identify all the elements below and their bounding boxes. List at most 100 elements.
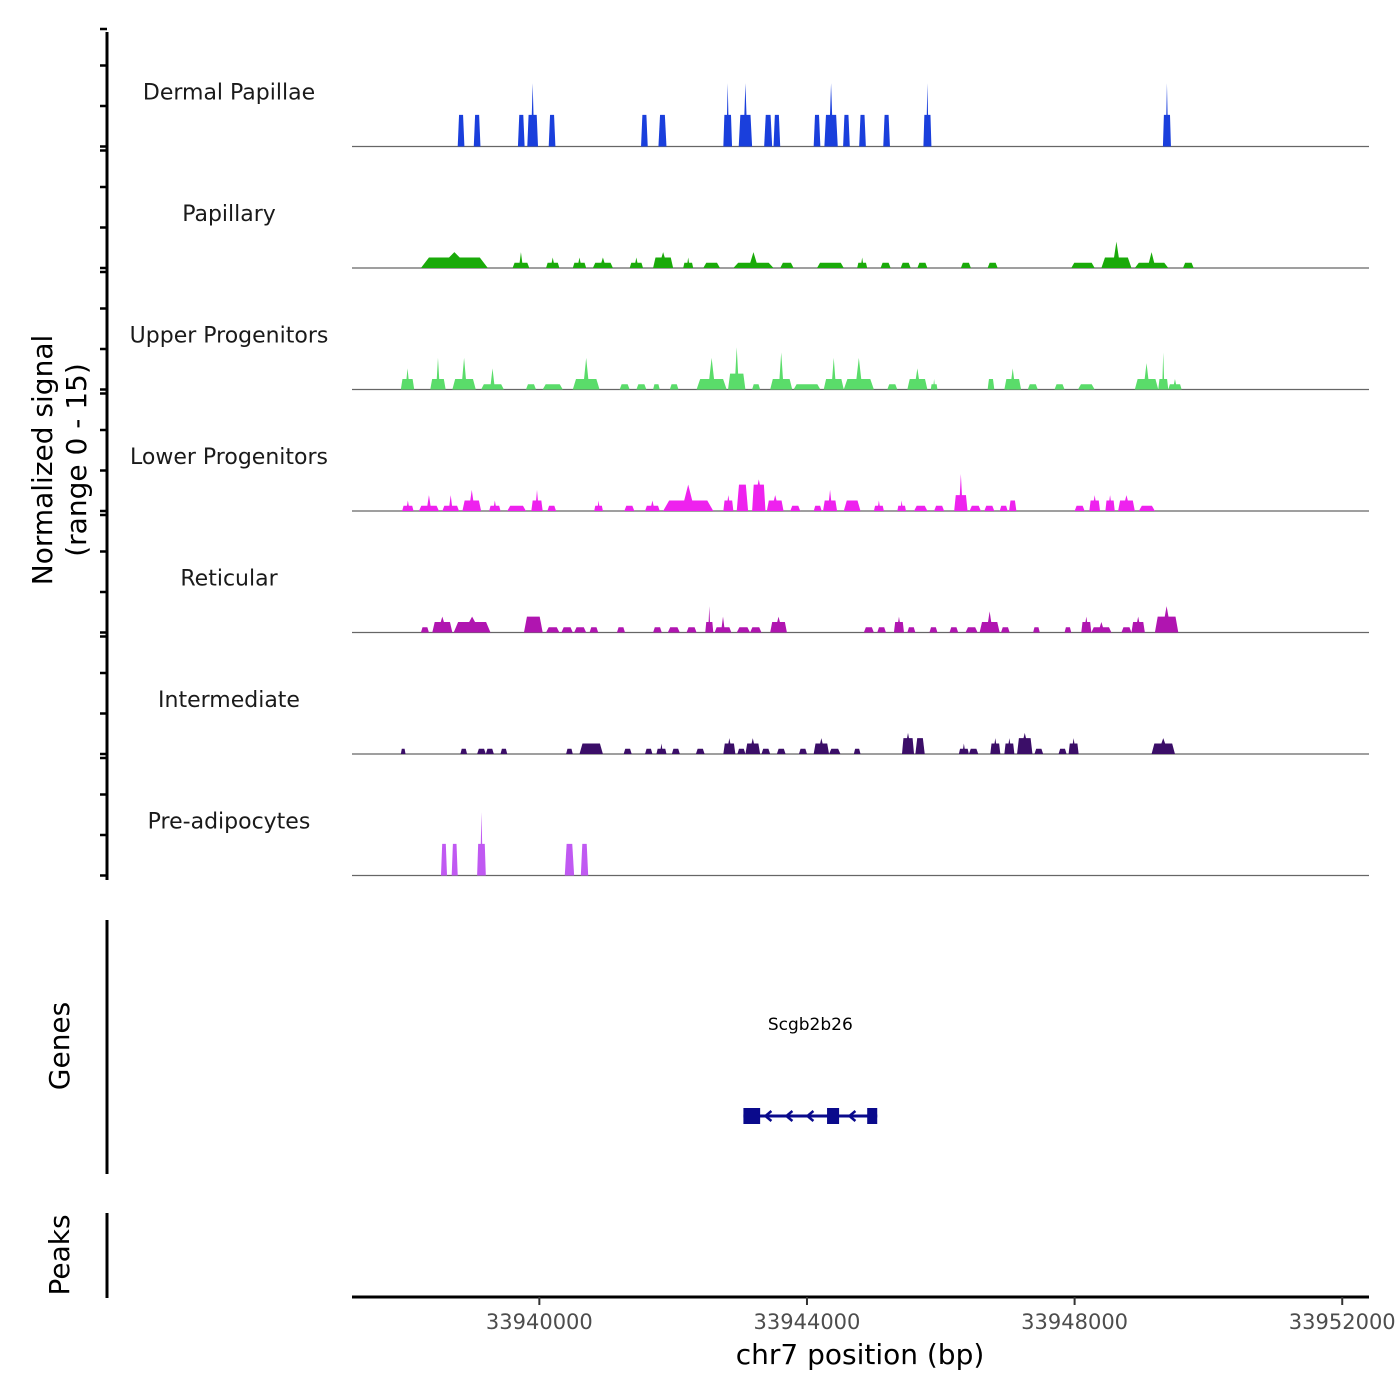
gene-scgb2b26: Scgb2b26 bbox=[743, 1015, 878, 1124]
track-reticular bbox=[352, 606, 1369, 634]
signal-peak bbox=[696, 357, 727, 390]
signal-peak bbox=[790, 505, 801, 511]
track-pre-adipocytes bbox=[352, 812, 1369, 877]
signal-peak bbox=[1074, 505, 1085, 511]
signal-peak bbox=[658, 114, 667, 147]
signal-peak bbox=[829, 748, 841, 754]
signal-peak bbox=[1064, 627, 1072, 633]
signal-peak bbox=[667, 627, 680, 633]
strand-arrow bbox=[847, 1110, 857, 1122]
peaks-track-label: Peaks bbox=[43, 1214, 76, 1295]
track-papillary bbox=[352, 241, 1369, 269]
signal-peak bbox=[813, 738, 830, 754]
signal-peak bbox=[738, 83, 753, 147]
signal-peak bbox=[1004, 738, 1015, 754]
signal-peak bbox=[430, 357, 446, 390]
signal-peak bbox=[1058, 748, 1067, 754]
signal-peak bbox=[645, 500, 660, 511]
track-label: Lower Progenitors bbox=[130, 445, 328, 470]
signal-peak bbox=[736, 484, 749, 511]
signal-peak bbox=[477, 812, 486, 876]
signal-peak bbox=[723, 495, 734, 511]
strand-arrow bbox=[805, 1110, 815, 1122]
signal-peak bbox=[930, 378, 938, 390]
signal-peak bbox=[624, 505, 635, 511]
signal-peak bbox=[619, 384, 630, 390]
signal-peak bbox=[883, 114, 890, 147]
signal-peak bbox=[589, 627, 599, 633]
signal-peak bbox=[1004, 368, 1022, 390]
signal-peak bbox=[958, 743, 969, 754]
y-axis-title: Normalized signal (range 0 - 15) bbox=[26, 335, 93, 586]
signal-peak bbox=[863, 627, 874, 633]
signal-peak bbox=[1034, 748, 1044, 754]
x-axis-ticks: 33940000 33944000 33948000 33952000 bbox=[486, 1297, 1396, 1334]
signal-peak bbox=[843, 500, 861, 511]
signal-peak bbox=[451, 843, 458, 876]
signal-peak bbox=[683, 257, 694, 268]
genes-track-label: Genes bbox=[43, 1002, 76, 1090]
signal-peak bbox=[901, 732, 915, 754]
signal-peak bbox=[824, 83, 838, 147]
signal-peak bbox=[645, 748, 653, 754]
signal-peak bbox=[752, 384, 761, 390]
coverage-tracks bbox=[352, 83, 1369, 877]
strand-arrow bbox=[784, 1110, 794, 1122]
signal-peak bbox=[949, 627, 959, 633]
signal-peak bbox=[780, 262, 794, 268]
signal-peak bbox=[592, 257, 613, 268]
signal-peak bbox=[1121, 627, 1132, 633]
signal-peak bbox=[542, 384, 563, 390]
signal-peak bbox=[843, 357, 874, 390]
signal-peak bbox=[432, 616, 453, 633]
signal-peak bbox=[566, 748, 573, 754]
signal-peak bbox=[420, 252, 488, 268]
signal-peak bbox=[460, 748, 468, 754]
track-label: Dermal Papillae bbox=[143, 81, 315, 106]
signal-peak bbox=[1134, 252, 1169, 268]
gene-label: Scgb2b26 bbox=[768, 1015, 853, 1035]
signal-peak bbox=[572, 357, 600, 390]
signal-peak bbox=[770, 616, 787, 633]
signal-peak bbox=[653, 384, 660, 390]
signal-peak bbox=[525, 384, 536, 390]
signal-peak bbox=[402, 500, 414, 511]
exon bbox=[867, 1108, 878, 1124]
signal-peak bbox=[897, 500, 906, 511]
signal-peak bbox=[457, 114, 465, 147]
signal-peak bbox=[548, 114, 556, 147]
signal-peak bbox=[594, 500, 603, 511]
signal-peak bbox=[1118, 495, 1135, 511]
signal-peak bbox=[999, 505, 1008, 511]
signal-peak bbox=[857, 257, 868, 268]
signal-peak bbox=[653, 252, 674, 268]
signal-peak bbox=[653, 627, 662, 633]
signal-peak bbox=[764, 114, 773, 147]
signal-peak bbox=[979, 611, 1000, 633]
signal-peak bbox=[623, 748, 632, 754]
signal-peak bbox=[1077, 384, 1095, 390]
signal-peak bbox=[723, 738, 736, 754]
x-tick-label: 33944000 bbox=[754, 1310, 861, 1334]
signal-peak bbox=[984, 505, 995, 511]
signal-peak bbox=[914, 505, 928, 511]
signal-peak bbox=[574, 627, 587, 633]
track-label: Intermediate bbox=[158, 688, 300, 713]
track-label: Pre-adipocytes bbox=[148, 810, 311, 835]
signal-peak bbox=[1158, 352, 1169, 390]
track-label: Papillary bbox=[182, 202, 276, 227]
signal-peak bbox=[477, 748, 486, 754]
signal-peak bbox=[915, 738, 925, 754]
signal-peak bbox=[442, 495, 460, 511]
signal-peak bbox=[934, 505, 945, 511]
signal-peak bbox=[418, 495, 439, 511]
signal-peak bbox=[636, 384, 647, 390]
signal-peak bbox=[1101, 241, 1132, 268]
signal-peak bbox=[968, 748, 979, 754]
y-axis-title-line-1: Normalized signal bbox=[26, 335, 59, 586]
signal-peak bbox=[736, 627, 751, 633]
signal-peak bbox=[843, 114, 850, 147]
signal-peak bbox=[813, 114, 821, 147]
signal-peak bbox=[776, 748, 786, 754]
x-tick-label: 33952000 bbox=[1289, 1310, 1396, 1334]
